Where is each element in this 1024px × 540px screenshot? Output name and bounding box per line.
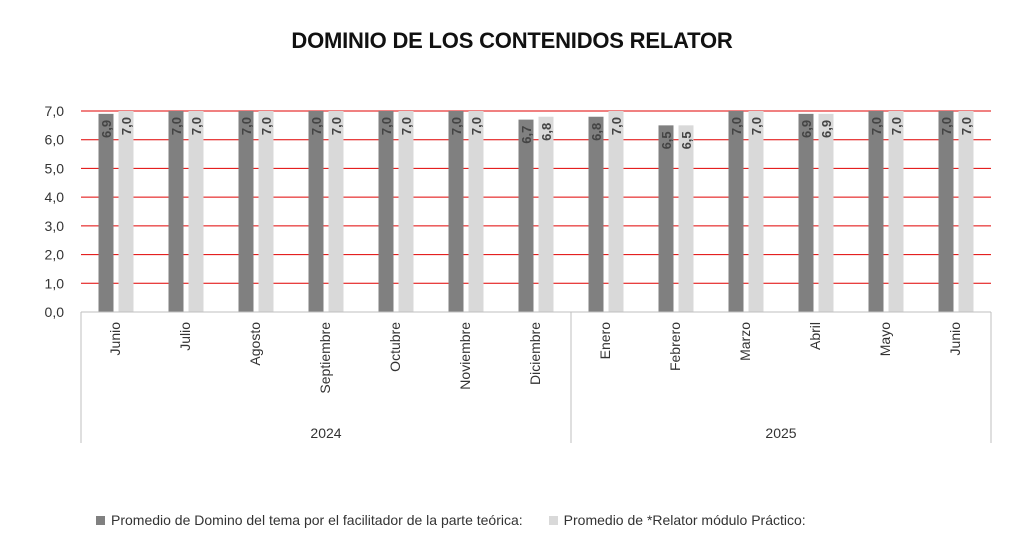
bar (748, 111, 764, 312)
y-tick-label: 0,0 (45, 304, 65, 320)
legend-swatch-series-2 (548, 515, 558, 525)
bar (398, 111, 414, 312)
data-label: 6,7 (519, 126, 534, 144)
data-label: 7,0 (869, 117, 884, 135)
y-tick-label: 7,0 (45, 103, 65, 119)
data-label: 7,0 (309, 117, 324, 135)
data-label: 7,0 (959, 117, 974, 135)
data-label: 7,0 (469, 117, 484, 135)
data-label: 7,0 (189, 117, 204, 135)
x-tick-label: Diciembre (527, 322, 543, 385)
x-tick-label: Agosto (247, 322, 263, 366)
data-label: 6,5 (659, 131, 674, 149)
x-tick-label: Abril (807, 322, 823, 350)
data-label: 7,0 (169, 117, 184, 135)
data-label: 6,9 (799, 120, 814, 138)
bar (608, 111, 624, 312)
bar (958, 111, 974, 312)
data-label: 7,0 (729, 117, 744, 135)
legend-label-series-2: Promedio de *Relator módulo Práctico: (563, 512, 806, 528)
x-tick-label: Febrero (667, 322, 683, 371)
x-tick-label: Septiembre (317, 322, 333, 394)
bar (98, 113, 114, 312)
y-tick-label: 1,0 (45, 275, 65, 291)
y-tick-label: 2,0 (45, 247, 65, 263)
y-tick-label: 4,0 (45, 189, 65, 205)
bar (468, 111, 484, 312)
data-label: 7,0 (939, 117, 954, 135)
chart-legend: Promedio de Domino del tema por el facil… (96, 512, 832, 528)
bar (448, 111, 464, 312)
x-tick-label: Mayo (877, 322, 893, 356)
y-tick-label: 3,0 (45, 218, 65, 234)
bar (258, 111, 274, 312)
bar (588, 116, 604, 312)
data-label: 7,0 (449, 117, 464, 135)
x-tick-label: Junio (947, 322, 963, 356)
legend-label-series-1: Promedio de Domino del tema por el facil… (111, 512, 523, 528)
data-label: 6,8 (589, 123, 604, 141)
data-label: 7,0 (889, 117, 904, 135)
x-tick-label: Julio (177, 322, 193, 351)
group-label: 2024 (310, 425, 341, 441)
x-tick-label: Enero (597, 322, 613, 360)
x-tick-label: Octubre (387, 322, 403, 372)
data-label: 7,0 (749, 117, 764, 135)
x-tick-label: Marzo (737, 322, 753, 361)
bar (728, 111, 744, 312)
x-tick-label: Noviembre (457, 322, 473, 390)
data-label: 7,0 (399, 117, 414, 135)
data-label: 7,0 (609, 117, 624, 135)
data-label: 6,8 (539, 123, 554, 141)
bar (678, 125, 694, 312)
data-label: 7,0 (119, 117, 134, 135)
bar (538, 116, 554, 312)
bar (518, 119, 534, 312)
bar (938, 111, 954, 312)
data-label: 6,5 (679, 131, 694, 149)
data-label: 7,0 (329, 117, 344, 135)
data-label: 6,9 (819, 120, 834, 138)
legend-swatch-series-1 (96, 515, 105, 525)
data-label: 7,0 (379, 117, 394, 135)
bar (308, 111, 324, 312)
bar (888, 111, 904, 312)
bar (798, 113, 814, 312)
group-label: 2025 (765, 425, 796, 441)
bar (118, 111, 134, 312)
y-tick-label: 5,0 (45, 160, 65, 176)
bar (658, 125, 674, 312)
bar (378, 111, 394, 312)
data-label: 6,9 (99, 120, 114, 138)
data-label: 7,0 (259, 117, 274, 135)
x-tick-label: Junio (107, 322, 123, 356)
y-tick-label: 6,0 (45, 132, 65, 148)
bar (238, 111, 254, 312)
legend-item-series-1: Promedio de Domino del tema por el facil… (96, 512, 523, 528)
bar (188, 111, 204, 312)
bar (818, 113, 834, 312)
bar (168, 111, 184, 312)
bar (868, 111, 884, 312)
bar (328, 111, 344, 312)
chart-title: DOMINIO DE LOS CONTENIDOS RELATOR (291, 28, 733, 53)
data-label: 7,0 (239, 117, 254, 135)
legend-item-series-2: Promedio de *Relator módulo Práctico: (548, 512, 806, 528)
